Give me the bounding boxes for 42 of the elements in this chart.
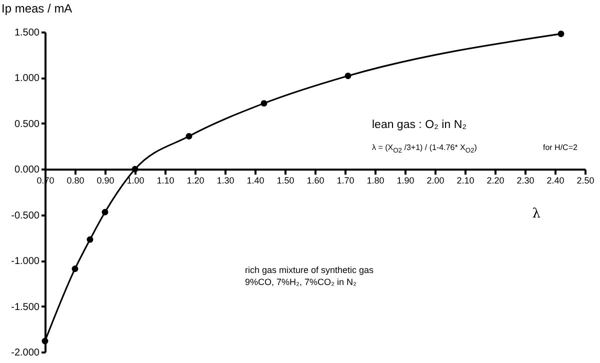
y-tick-label: -0.500 <box>11 210 40 222</box>
point <box>558 30 564 38</box>
x-tick-label: 2.30 <box>516 176 534 186</box>
annotation: 9%CO, 7%H₂, 7%CO₂ in N₂ <box>245 277 357 288</box>
point <box>260 100 268 107</box>
y-tick-label: -2.000 <box>11 348 40 358</box>
x-tick-label: 1.50 <box>276 176 294 186</box>
y-tick-label: 0.500 <box>14 118 40 130</box>
annotation: λ = (X$_{O2}$ /3+1) / (1-4.76* X$_{O2}$) <box>372 143 477 155</box>
point <box>132 166 138 172</box>
x-tick-label: 2.40 <box>546 176 564 186</box>
point <box>102 208 108 216</box>
x-tick-label: 1.40 <box>246 176 264 186</box>
point <box>42 338 48 344</box>
x-tick-label: 1.60 <box>306 176 324 186</box>
y-axis-title: Ip meas / mA <box>2 2 72 16</box>
point <box>344 72 352 80</box>
x-tick-label: 0.80 <box>66 176 84 186</box>
point <box>86 236 94 243</box>
annotation: lean gas : O₂ in N₂ <box>372 119 467 132</box>
x-tick-label: 1.10 <box>156 176 174 186</box>
y-tick-label: -1.000 <box>11 256 40 268</box>
x-tick-label: 2.10 <box>456 176 474 186</box>
annotation: for H/C=2 <box>543 143 578 153</box>
x-tick-label: 2.00 <box>426 176 444 186</box>
y-tick-label: 1.000 <box>14 73 40 84</box>
x-tick-label: 2.20 <box>486 176 504 186</box>
x-tick-label: 1.20 <box>186 176 204 186</box>
annotation: rich gas mixture of synthetic gas <box>245 265 374 276</box>
point <box>186 132 192 140</box>
y-tick-label: 1.500 <box>14 28 40 38</box>
point <box>72 266 78 272</box>
y-tick-label: 0.000 <box>14 164 40 176</box>
x-tick-label: 1.30 <box>216 176 234 186</box>
x-tick-label: 2.50 <box>576 176 594 186</box>
x-tick-label: 1.90 <box>396 176 414 186</box>
x-tick-label: 1.70 <box>336 176 354 186</box>
x-tick-label: 1.80 <box>366 176 384 186</box>
x-tick-label: 0.90 <box>96 176 114 186</box>
x-axis-title: λ <box>532 206 540 222</box>
x-tick-label: 1.00 <box>126 176 144 186</box>
y-tick-label: -1.500 <box>11 302 40 313</box>
